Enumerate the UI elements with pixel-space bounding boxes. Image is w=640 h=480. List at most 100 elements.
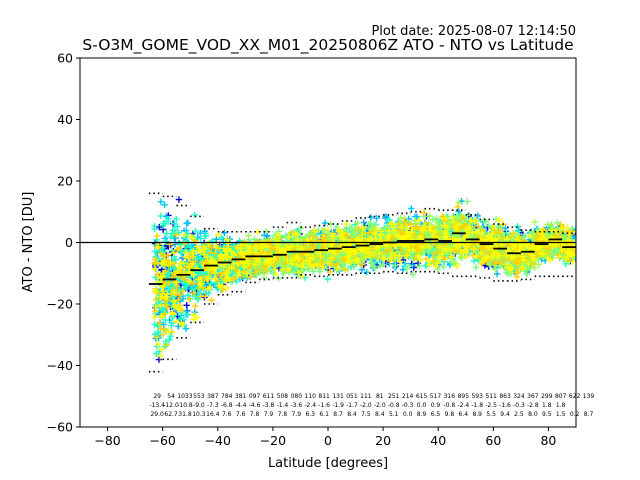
y-axis-label: ATO - NTO [DU] [21, 192, 36, 293]
bin-count-label: 5.5 [486, 411, 496, 418]
bin-count-label: 9.5 [542, 411, 552, 418]
bin-count-label: 7.6 [236, 411, 246, 418]
bin-count-label: -0.3 [402, 402, 414, 409]
bin-count-label: 517 [430, 393, 442, 400]
bin-count-label: 29.0 [150, 411, 164, 418]
bin-count-label: 1033 [177, 393, 192, 400]
bin-count-label: 0.0 [403, 411, 413, 418]
x-tick-label: 60 [485, 433, 501, 448]
x-axis: −80 −60 −40 −20 0 20 40 60 80 [94, 427, 556, 448]
bin-count-label: 097 [249, 393, 261, 400]
chart-title: S-O3M_GOME_VOD_XX_M01_20250806Z ATO - NT… [82, 36, 573, 55]
bin-count-label: -2.4 [457, 402, 469, 409]
bin-count-label: 8.4 [375, 411, 385, 418]
bin-count-label: -0.8 [388, 402, 400, 409]
bin-count-label: -9.0 [193, 402, 205, 409]
bin-count-label: 6.5 [431, 411, 441, 418]
bin-count-label: 8.9 [417, 411, 427, 418]
bin-count-label: -2.0 [374, 402, 386, 409]
bin-count-label: -7.3 [207, 402, 219, 409]
y-tick-label: 20 [57, 174, 73, 189]
bin-count-label: -3.8 [263, 402, 275, 409]
y-tick-label: −60 [47, 420, 73, 435]
bin-count-label: 251 [388, 393, 400, 400]
bin-count-label: 1.8 [556, 402, 566, 409]
x-tick-label: −60 [149, 433, 175, 448]
x-tick-label: −40 [205, 433, 231, 448]
bin-count-label: 5.1 [389, 411, 399, 418]
bin-count-label: 8.9 [472, 411, 482, 418]
y-tick-label: −40 [47, 358, 73, 373]
bin-count-labels: 29 54 1033 553 387 784 381 097 611 508 080 110 811 13… [149, 393, 594, 418]
bin-count-label: 381 [235, 393, 247, 400]
bin-count-label: -0.3 [513, 402, 525, 409]
bin-count-label: 8.7 [584, 411, 594, 418]
bin-count-label: 553 [193, 393, 205, 400]
y-axis: −60 −40 −20 0 20 40 60 [47, 51, 80, 435]
bin-count-label: 111 [360, 393, 372, 400]
bin-count-label: 863 [499, 393, 511, 400]
bin-count-label: -1.7 [346, 402, 358, 409]
bin-count-label: 7.5 [361, 411, 371, 418]
x-tick-label: −80 [94, 433, 120, 448]
bin-count-label: 9.4 [500, 411, 510, 418]
plot-date: Plot date: 2025-08-07 12:14:50 [371, 24, 576, 39]
bin-count-label: 622 [569, 393, 581, 400]
bin-count-label: -1.8 [471, 402, 483, 409]
bin-count-label: 615 [416, 393, 428, 400]
bin-count-label: 811 [318, 393, 330, 400]
x-axis-label: Latitude [degrees] [268, 456, 388, 471]
bin-count-label: -1.9 [332, 402, 344, 409]
bin-count-label: 784 [221, 393, 233, 400]
bin-count-label: 051 [346, 393, 358, 400]
bin-count-label: 511 [485, 393, 497, 400]
bin-count-label: -1.6 [318, 402, 330, 409]
bin-count-label: 62.7 [164, 411, 178, 418]
bin-count-label: 299 [541, 393, 553, 400]
bin-count-label: 2.5 [514, 411, 524, 418]
y-tick-label: 40 [57, 112, 73, 127]
bin-count-label: 316 [444, 393, 456, 400]
bin-count-label: 31.8 [178, 411, 192, 418]
bin-count-label: 080 [291, 393, 303, 400]
bin-count-label: 214 [402, 393, 414, 400]
bin-count-label: 139 [583, 393, 595, 400]
bin-count-label: 81 [376, 393, 384, 400]
bin-count-label: 110 [305, 393, 317, 400]
bin-count-label: -2.8 [527, 402, 539, 409]
bin-count-label: -3.6 [290, 402, 302, 409]
bin-count-label: 7.6 [222, 411, 232, 418]
bin-count-label: 7.8 [278, 411, 288, 418]
bin-count-label: 0.0 [417, 402, 427, 409]
bin-count-label: 131 [332, 393, 344, 400]
bin-count-label: 508 [277, 393, 289, 400]
x-tick-label: 0 [324, 433, 332, 448]
y-tick-label: 60 [57, 51, 73, 66]
bin-count-label: 6.1 [319, 411, 329, 418]
bin-count-label: 611 [263, 393, 275, 400]
bin-count-label: -13.4 [149, 402, 165, 409]
bin-count-label: -10.8 [177, 402, 193, 409]
bin-count-label: -4.6 [249, 402, 261, 409]
bin-count-label: -2.0 [360, 402, 372, 409]
bin-count-label: 1.8 [542, 402, 552, 409]
bin-count-label: -2.5 [485, 402, 497, 409]
bin-count-label: 1.5 [556, 411, 566, 418]
bin-count-label: -12.0 [163, 402, 179, 409]
bin-count-label: 29 [153, 393, 161, 400]
bin-count-label: 8.7 [333, 411, 343, 418]
y-tick-label: −20 [47, 297, 73, 312]
x-tick-label: −20 [260, 433, 286, 448]
bin-count-label: 6.4 [459, 411, 469, 418]
bin-count-label: 593 [471, 393, 483, 400]
bin-count-label: -1.4 [277, 402, 289, 409]
bin-count-label: 324 [513, 393, 525, 400]
bin-count-label: 807 [555, 393, 567, 400]
bin-count-label: -6.8 [221, 402, 233, 409]
bin-count-label: -2.4 [304, 402, 316, 409]
bin-statistics [148, 192, 576, 373]
bin-count-label: 7.9 [292, 411, 302, 418]
bin-count-label: 16.4 [206, 411, 220, 418]
bin-count-label: 8.4 [347, 411, 357, 418]
